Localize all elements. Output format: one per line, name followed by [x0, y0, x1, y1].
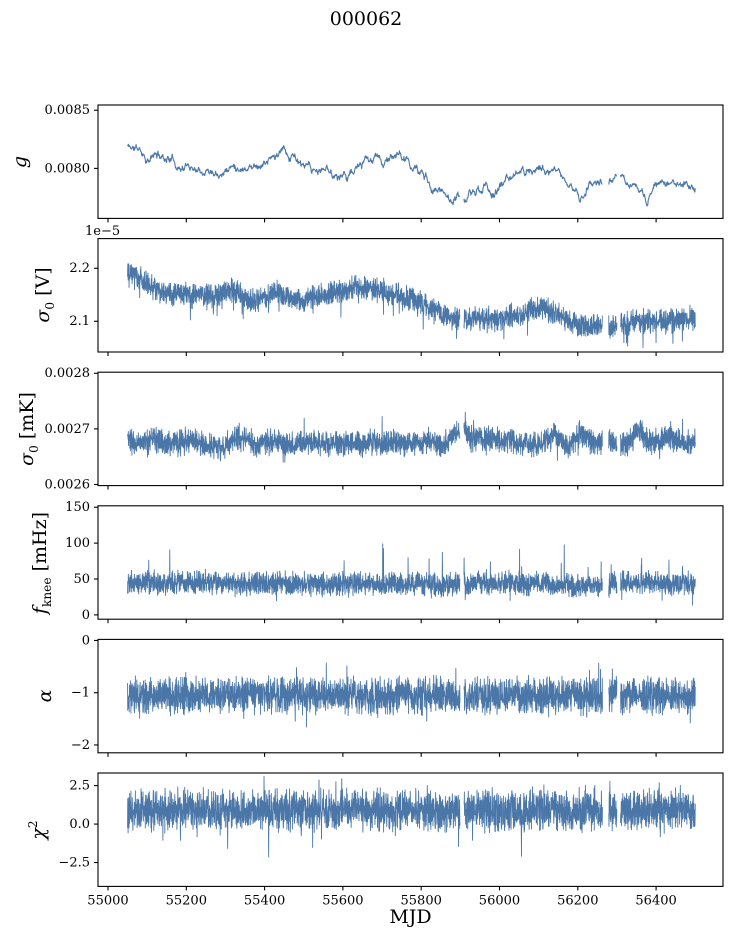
y-axis-offset-text: 1e−5	[85, 224, 121, 239]
y-axis-label-chi2: χ2	[26, 820, 50, 840]
y-axis-label-g: g	[9, 155, 31, 168]
x-axis-label: MJD	[389, 906, 432, 928]
y-axis-label-alpha: α	[34, 689, 56, 703]
y-axis-label-fknee: fknee [mHz]	[29, 511, 54, 614]
y-axis-label-sigma0-v: σ0 [V]	[32, 267, 57, 323]
y-axis-label-sigma0-mk: σ0 [mK]	[16, 392, 41, 466]
